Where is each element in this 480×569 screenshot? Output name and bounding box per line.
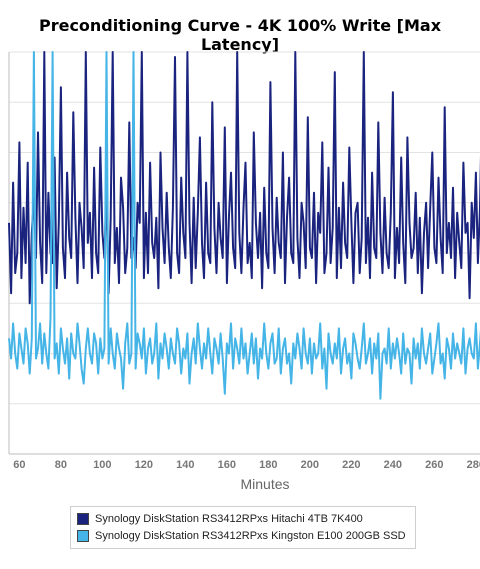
x-tick-label: 100 — [93, 459, 111, 471]
legend-label-series-1: Synology DiskStation RS3412RPxs Hitachi … — [95, 513, 363, 525]
legend-item-series-2: Synology DiskStation RS3412RPxs Kingston… — [77, 528, 406, 544]
series-line-1 — [8, 51, 480, 305]
x-axis-label: Minutes — [240, 476, 290, 492]
x-tick-label: 120 — [135, 459, 153, 471]
chart-plot: 60 80 100 120 140 160 180 200 220 240 260 280 — [8, 51, 480, 471]
x-tick-label: 280 — [467, 459, 480, 471]
legend-swatch-series-1 — [77, 513, 89, 525]
x-tick-label: 140 — [176, 459, 194, 471]
x-tick-label: 80 — [55, 459, 67, 471]
x-tick-label: 220 — [342, 459, 360, 471]
legend-swatch-series-2 — [77, 530, 89, 542]
chart-title: Preconditioning Curve - 4K 100% Write [M… — [38, 16, 442, 54]
chart-legend: Synology DiskStation RS3412RPxs Hitachi … — [70, 506, 416, 549]
x-tick-label: 240 — [384, 459, 402, 471]
series-line-2 — [8, 51, 480, 400]
x-tick-label: 180 — [259, 459, 277, 471]
x-tick-label: 160 — [218, 459, 236, 471]
legend-label-series-2: Synology DiskStation RS3412RPxs Kingston… — [95, 530, 406, 542]
x-tick-label: 260 — [425, 459, 443, 471]
x-tick-label: 200 — [301, 459, 319, 471]
legend-item-series-1: Synology DiskStation RS3412RPxs Hitachi … — [77, 511, 363, 527]
x-tick-label: 60 — [13, 459, 25, 471]
